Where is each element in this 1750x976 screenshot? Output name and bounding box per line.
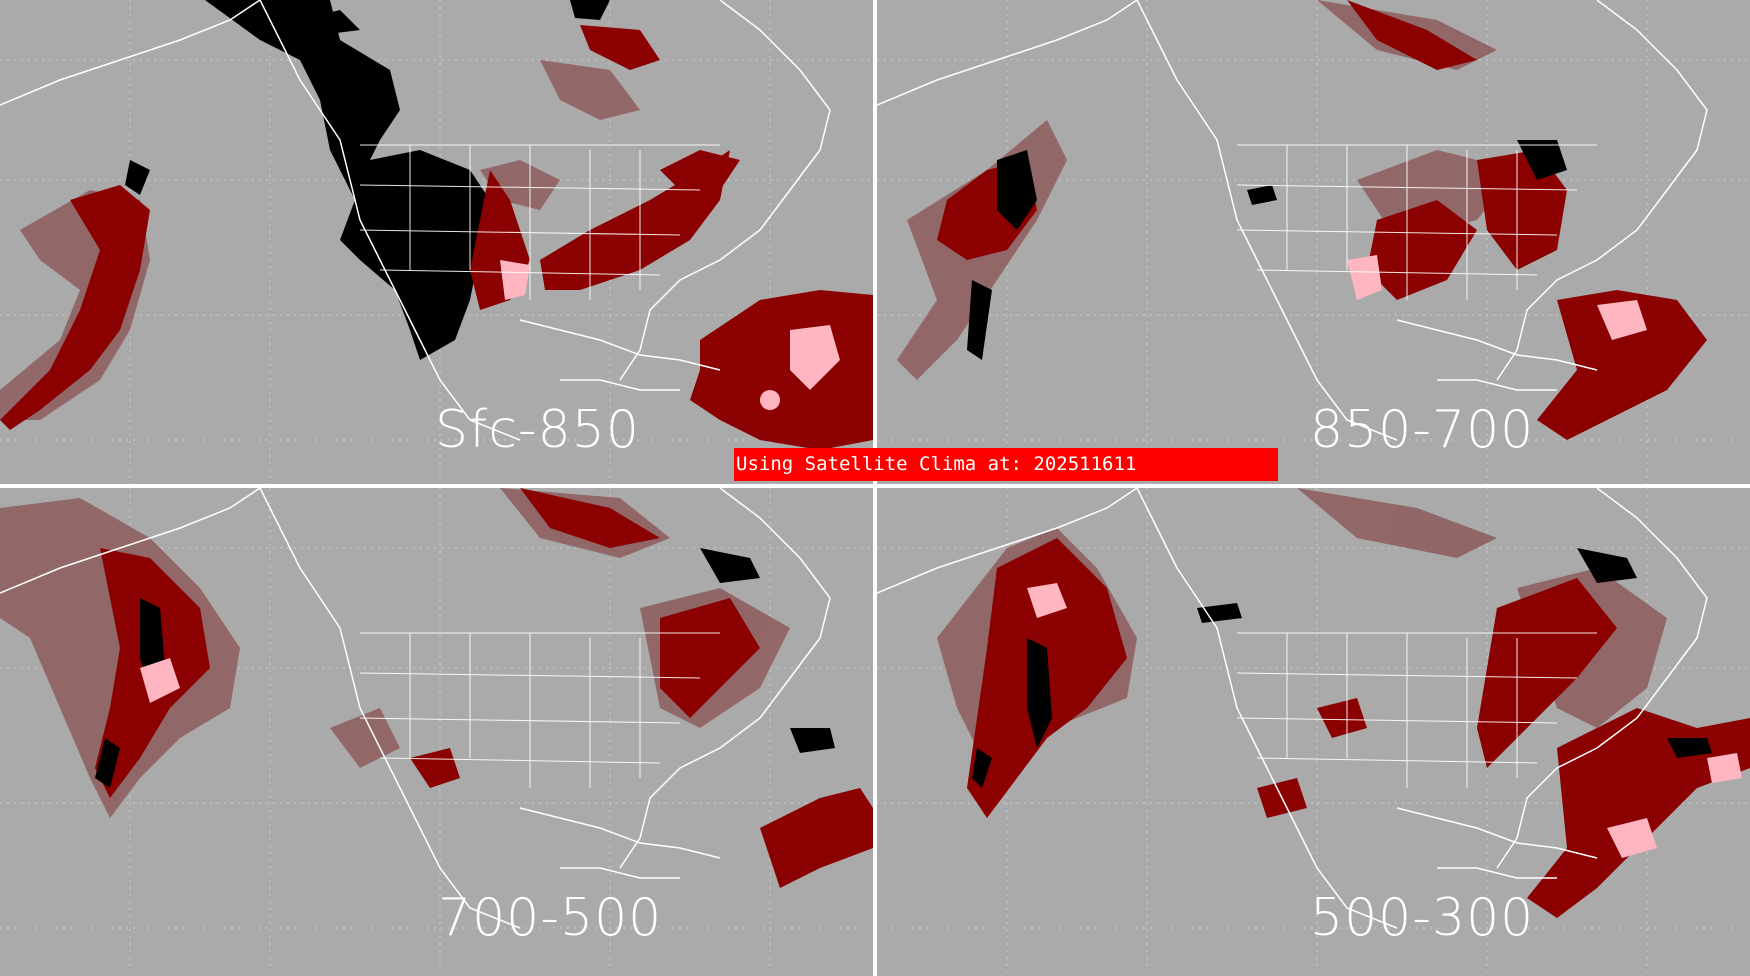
map-700-500 xyxy=(0,488,873,972)
layer-label-sfc-850: Sfc-850 xyxy=(435,400,640,460)
cloud-dark-red xyxy=(937,0,1707,440)
map-panel-700-500 xyxy=(0,488,873,972)
coastlines xyxy=(877,0,1708,441)
map-panel-sfc-850 xyxy=(0,0,873,484)
layer-label-850-700: 850-700 xyxy=(1310,400,1535,460)
vertical-divider xyxy=(873,0,877,976)
layer-label-500-300: 500-300 xyxy=(1310,888,1535,948)
terrain-mask xyxy=(125,0,610,360)
cloud-dark-red xyxy=(967,538,1750,918)
map-panel-500-300 xyxy=(877,488,1750,972)
state-borders xyxy=(359,144,720,300)
map-panel-850-700 xyxy=(877,0,1750,484)
horizontal-divider xyxy=(0,484,1750,488)
satellite-clima-banner: Using Satellite Clima at: 202511611 xyxy=(734,448,1278,481)
terrain-mask xyxy=(967,140,1567,360)
layer-label-700-500: 700-500 xyxy=(438,888,663,948)
state-borders xyxy=(1236,632,1597,788)
coastlines xyxy=(0,488,831,929)
map-sfc-850 xyxy=(0,0,873,484)
terrain-mask xyxy=(95,548,835,788)
state-borders xyxy=(359,632,720,788)
coastlines xyxy=(877,488,1708,929)
cloud-pink xyxy=(500,260,840,410)
cloud-pink xyxy=(1027,583,1742,858)
map-850-700 xyxy=(877,0,1750,484)
cloud-pink xyxy=(1347,255,1647,340)
coastlines xyxy=(0,0,831,441)
map-500-300 xyxy=(877,488,1750,972)
cloud-pink xyxy=(140,658,180,703)
terrain-mask xyxy=(972,548,1712,788)
state-borders xyxy=(1236,144,1597,300)
